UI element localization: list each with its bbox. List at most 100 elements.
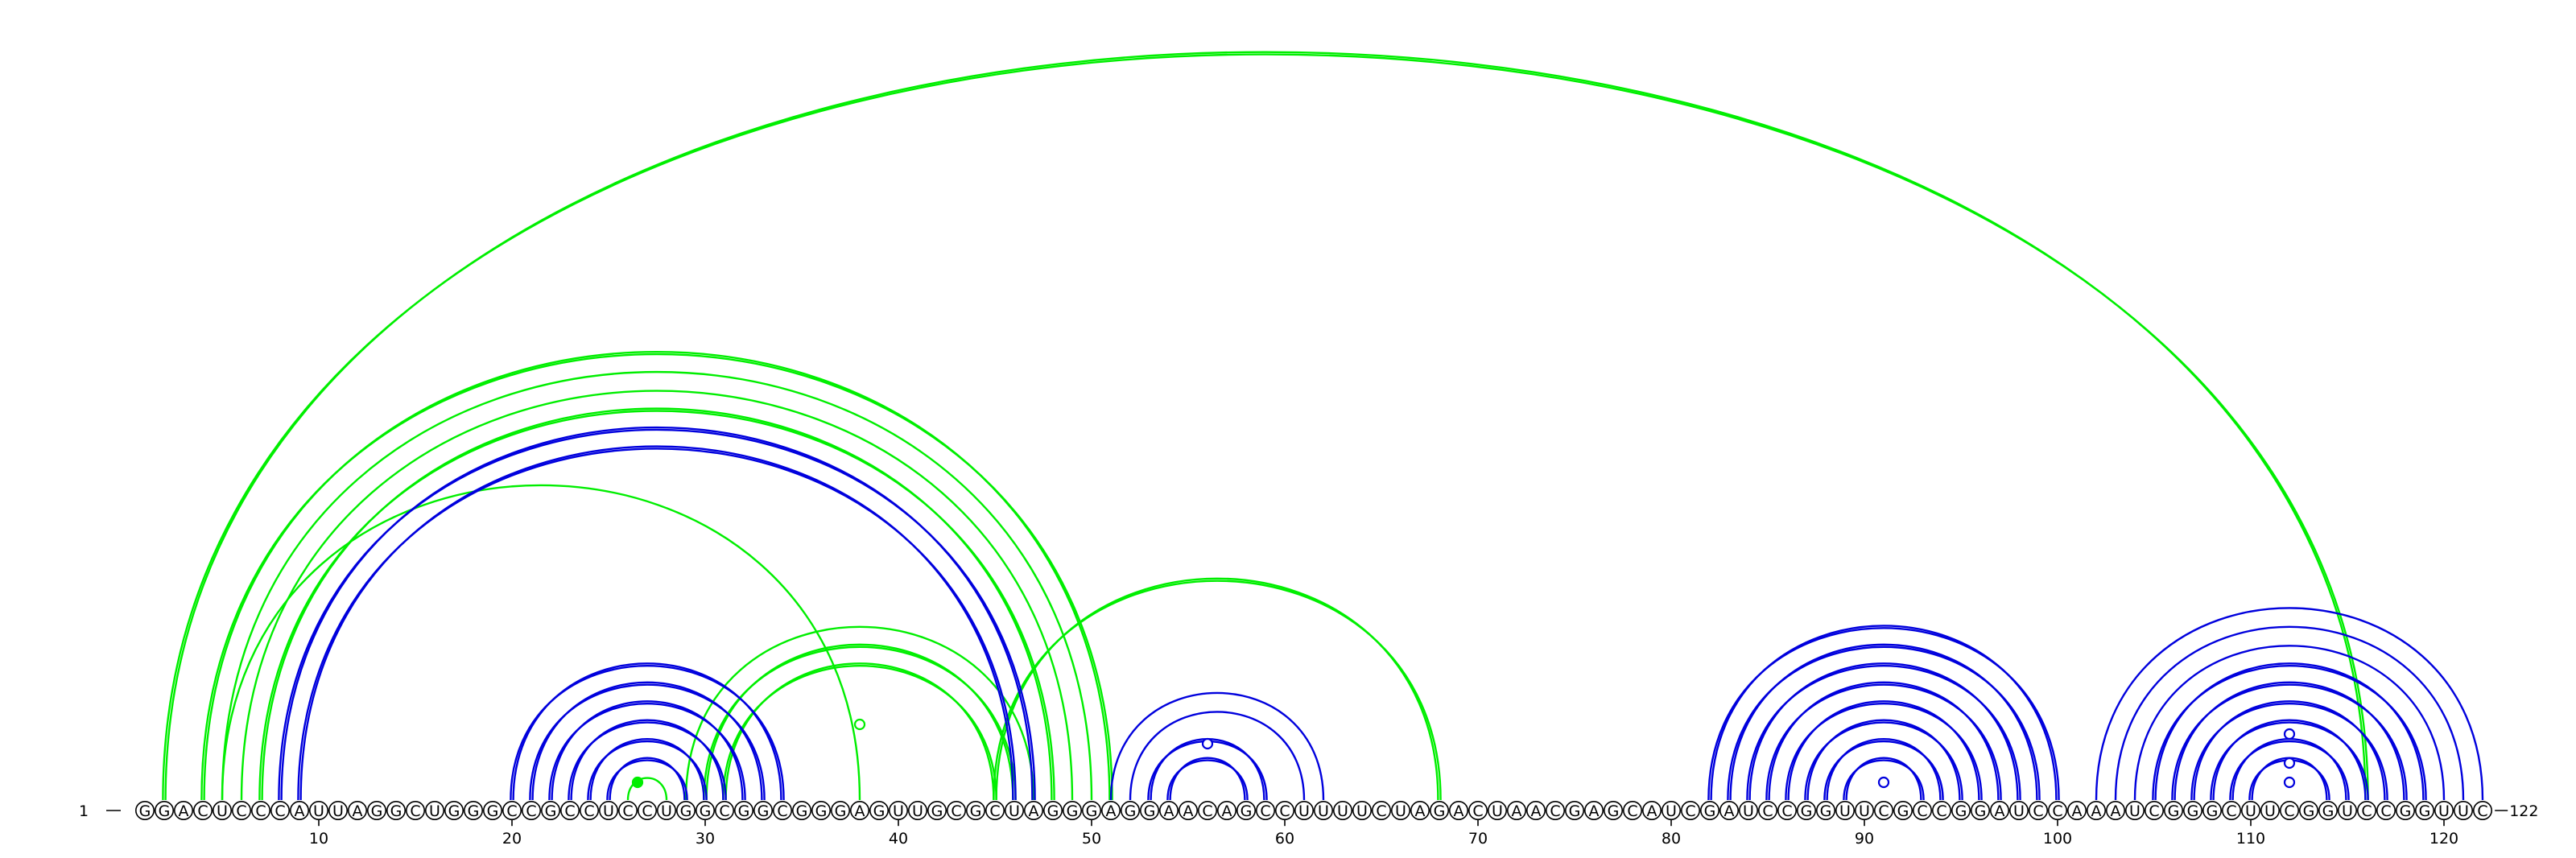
- nucleotide-letter: G: [159, 802, 171, 820]
- nucleotide: G: [675, 800, 696, 820]
- nucleotide-circle: [289, 800, 309, 820]
- nucleotide-letter: A: [2111, 802, 2121, 820]
- nucleotide-letter: G: [2419, 802, 2431, 820]
- nucleotide-letter: G: [1704, 802, 1716, 820]
- nucleotide-circle: [1816, 800, 1836, 820]
- nucleotide-circle: [1236, 800, 1257, 820]
- nucleotide-circle: [1430, 800, 1450, 820]
- nucleotide-circle: [1797, 800, 1817, 820]
- nucleotide-circle: [270, 800, 290, 820]
- loop-marker: [1201, 737, 1214, 750]
- nucleotide-letter: U: [661, 802, 672, 820]
- nucleotide-letter: G: [1820, 802, 1832, 820]
- nucleotide-letter: G: [1086, 802, 1098, 820]
- nucleotide-letter: U: [893, 802, 904, 820]
- nucleotide-circle: [2415, 800, 2435, 820]
- tick-label: 100: [2043, 830, 2072, 848]
- nucleotide: A: [850, 800, 870, 820]
- nucleotide-letter: A: [1531, 802, 1542, 820]
- nucleotide-letter: U: [332, 802, 344, 820]
- nucleotide: G: [1063, 800, 1083, 820]
- blue-arc-8-47: [278, 428, 1036, 801]
- nucleotide: U: [1352, 800, 1373, 820]
- nucleotide-letter: C: [777, 802, 787, 820]
- nucleotide-letter: U: [1839, 802, 1851, 820]
- nucleotide-letter: U: [1337, 802, 1348, 820]
- nucleotide-letter: G: [448, 802, 460, 820]
- nucleotide: G: [1236, 800, 1257, 820]
- nucleotide: U: [908, 800, 928, 820]
- blue-arc-25-29: [606, 759, 688, 801]
- nucleotide-circle: [1913, 800, 1933, 820]
- nucleotide-circle: [135, 800, 155, 820]
- nucleotide: G: [463, 800, 483, 820]
- green-arc-30-46: [703, 646, 1017, 801]
- nucleotide-circle: [1043, 800, 1063, 820]
- nucleotide: C: [617, 800, 638, 820]
- nucleotide: G: [2164, 800, 2184, 820]
- nucleotide-circle: [1179, 800, 1199, 820]
- nucleotide: A: [1410, 800, 1430, 820]
- nucleotide-circle: [927, 800, 947, 820]
- nucleotide-letter: C: [2052, 802, 2062, 820]
- nucleotide-letter: C: [526, 802, 536, 820]
- ticks-layer: 10 20 30 40 50 60 70 80 90 100 110 120: [309, 819, 2458, 848]
- nucleotide: A: [1584, 800, 1604, 820]
- nucleotide-letter: G: [2303, 802, 2315, 820]
- nucleotide-letter: A: [1183, 802, 1194, 820]
- nucleotide-circle: [908, 800, 928, 820]
- blue-arc-86-96: [1787, 700, 1980, 801]
- nucleotide-circle: [2145, 800, 2165, 820]
- nucleotide-letter: A: [1589, 802, 1600, 820]
- nucleotide-circle: [947, 800, 967, 820]
- blue-arc-89-93: [1845, 757, 1922, 801]
- nucleotide-letter: G: [1144, 802, 1156, 820]
- blue-arc-106-118: [2171, 683, 2408, 801]
- nucleotide-letter: A: [1415, 802, 1426, 820]
- loop-marker: [853, 718, 866, 731]
- nucleotide: C: [231, 800, 251, 820]
- green-arc-29-47: [684, 625, 1035, 801]
- blue-arc-105-119: [2154, 662, 2425, 801]
- nucleotide-letter: C: [255, 802, 266, 820]
- nucleotide-circle: [405, 800, 425, 820]
- nucleotide-letter: C: [1550, 802, 1560, 820]
- green-arc-6-49: [240, 390, 1074, 801]
- nucleotide-circle: [2202, 800, 2223, 820]
- nucleotide-circle: [155, 800, 175, 820]
- nucleotide-circle: [540, 800, 560, 820]
- nucleotide-letter: C: [989, 802, 1000, 820]
- nucleotide: U: [328, 800, 348, 820]
- nucleotide-circle: [2434, 800, 2454, 820]
- nucleotide-letter: C: [719, 802, 729, 820]
- nucleotide: U: [1855, 800, 1875, 820]
- nucleotide: G: [733, 800, 753, 820]
- nucleotide-circle: [850, 800, 870, 820]
- nucleotide: C: [2029, 800, 2049, 820]
- nucleotide-letter: C: [275, 802, 285, 820]
- nucleotide-letter: A: [1029, 802, 1039, 820]
- nucleotide-circle: [2396, 800, 2416, 820]
- nucleotide: C: [2280, 800, 2300, 820]
- nucleotide: C: [772, 800, 792, 820]
- blue-arc-51-62: [1109, 691, 1325, 801]
- nucleotide-circle: [1314, 800, 1334, 820]
- nucleotide: C: [1468, 800, 1488, 820]
- blue-arc-82-100: [1707, 627, 2060, 801]
- nucleotide: U: [1294, 800, 1315, 820]
- nucleotide-circle: [1893, 800, 1913, 820]
- nucleotide-letter: G: [468, 802, 480, 820]
- nucleotide-circle: [2338, 800, 2358, 820]
- nucleotide-letter: C: [2380, 802, 2391, 820]
- nucleotide: A: [2087, 800, 2107, 820]
- nucleotide-letter: U: [2013, 802, 2025, 820]
- nucleotide: C: [1372, 800, 1392, 820]
- nucleotide-circle: [1449, 800, 1469, 820]
- nucleotide-circle: [1024, 800, 1044, 820]
- markers-layer: [631, 718, 2296, 789]
- nucleotide-letter: G: [815, 802, 828, 820]
- end-label: 122: [2509, 802, 2538, 820]
- nucleotide-circle: [347, 800, 367, 820]
- nucleotide: U: [2454, 800, 2474, 820]
- nucleotide-circle: [637, 800, 657, 820]
